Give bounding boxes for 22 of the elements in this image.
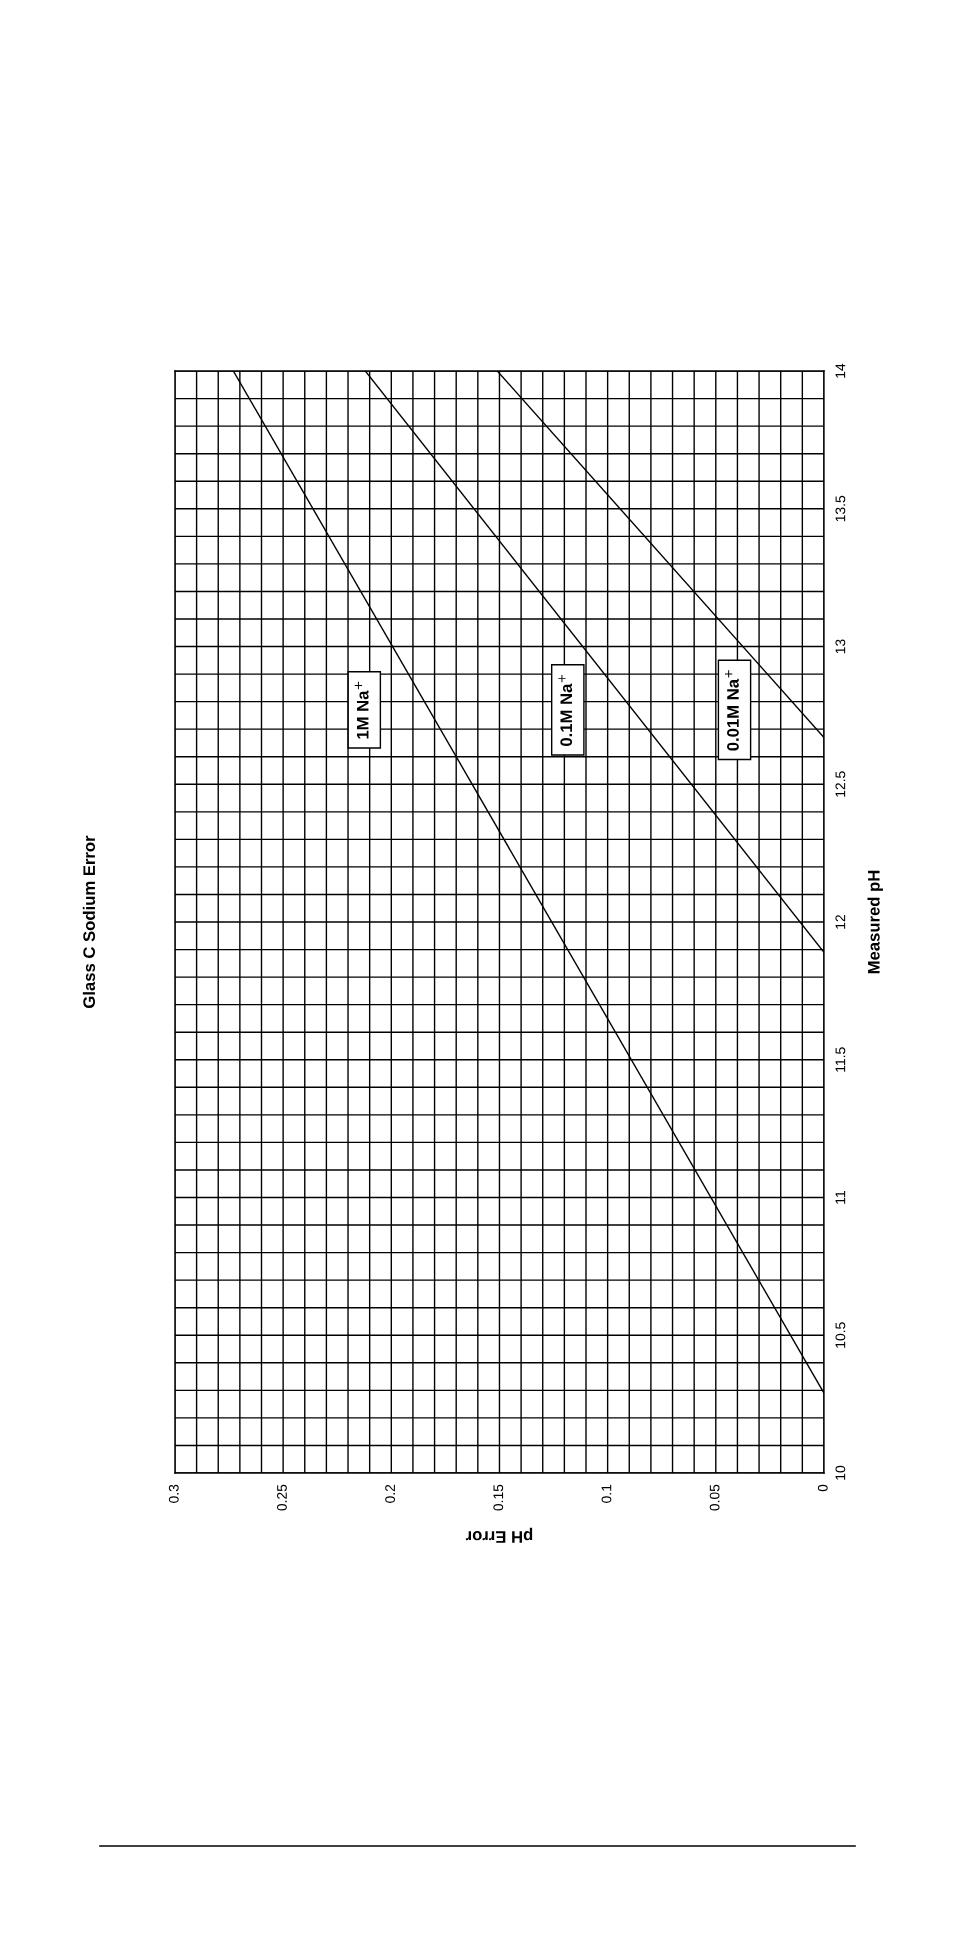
x-tick-label: 0.15 (493, 1484, 504, 1511)
text: Glass C Sodium Error (82, 835, 96, 1008)
y-tick-label: 13 (835, 639, 846, 654)
y-tick-label: 12 (835, 914, 846, 929)
x-tick-label: 0.2 (385, 1484, 396, 1503)
x-axis-title: pH Error (465, 1527, 533, 1543)
y-tick-label: 11 (835, 1190, 846, 1204)
text: 0.01M Na$^{+}$ (724, 670, 739, 751)
y-axis-title: Measured pH (867, 870, 884, 974)
x-tick-label: 0.25 (277, 1484, 287, 1511)
x-tick-label: 0 (817, 1484, 828, 1492)
y-tick-label: 11.5 (835, 1047, 846, 1072)
x-tick-label: 0.1 (601, 1484, 612, 1503)
y-tick-label: 10 (835, 1465, 846, 1480)
text: 1M Na$^{+}$ (354, 681, 369, 739)
y-tick-label: 14 (835, 363, 846, 378)
text: 0.1M Na$^{+}$ (558, 674, 573, 746)
x-tick-label: 0.3 (168, 1484, 179, 1503)
y-tick-label: 12.5 (835, 771, 846, 797)
y-tick-label: 10.5 (835, 1322, 846, 1348)
x-tick-label: 0.05 (709, 1484, 720, 1511)
y-tick-label: 13.5 (835, 495, 846, 522)
